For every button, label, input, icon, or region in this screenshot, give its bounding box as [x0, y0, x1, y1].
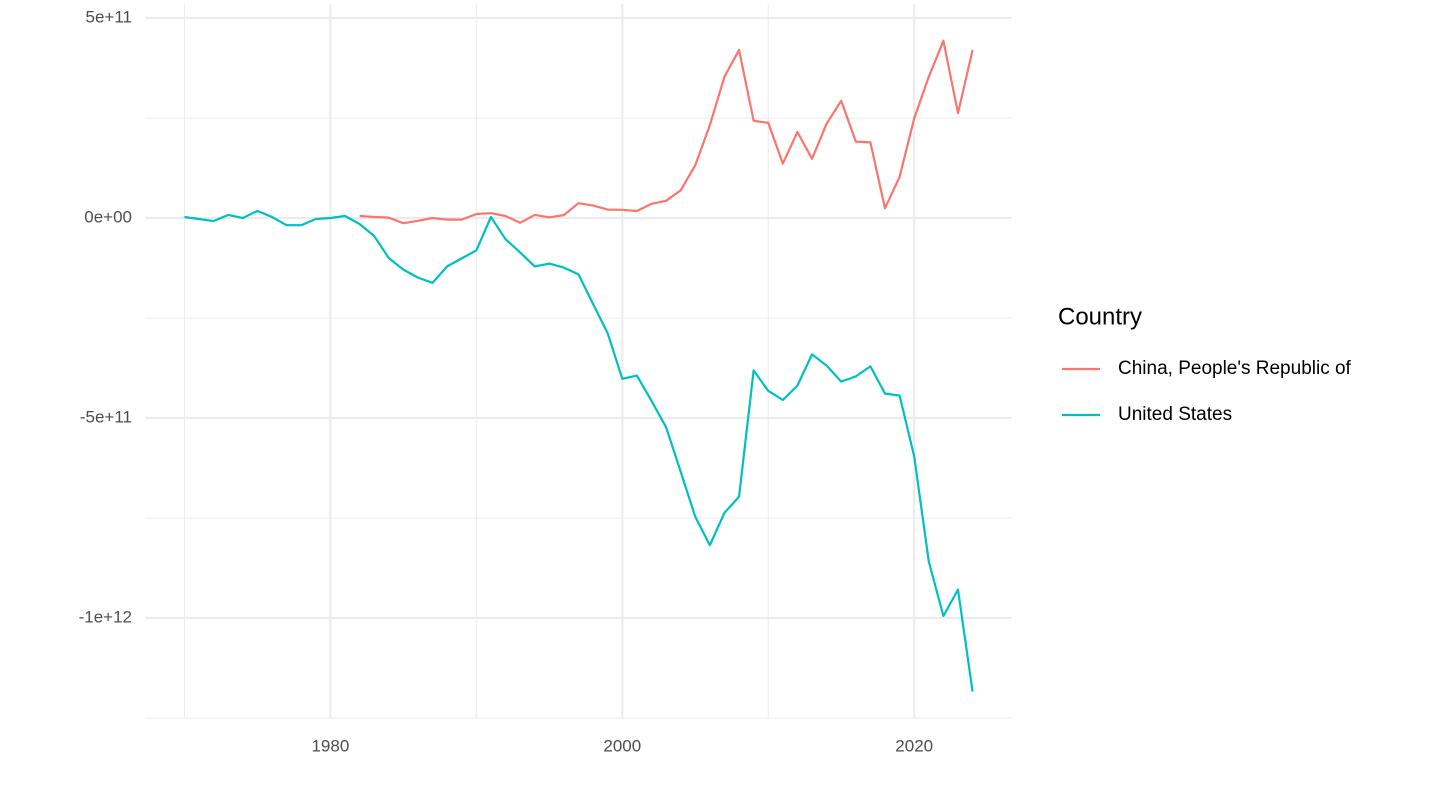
y-tick-label: -5e+11: [80, 407, 132, 426]
data-line: [359, 39, 974, 225]
data-line: [184, 209, 974, 692]
legend-label: China, People's Republic of: [1118, 358, 1352, 379]
legend-title: Country: [1058, 303, 1142, 330]
legend-label: United States: [1118, 404, 1232, 425]
y-tick-label: -1e+12: [79, 607, 132, 626]
y-tick-label: 5e+11: [86, 7, 132, 26]
x-tick-label: 2020: [895, 736, 933, 755]
y-tick-label: 0e+00: [84, 207, 132, 226]
x-tick-label: 2000: [603, 736, 641, 755]
x-tick-label: 1980: [311, 736, 349, 755]
